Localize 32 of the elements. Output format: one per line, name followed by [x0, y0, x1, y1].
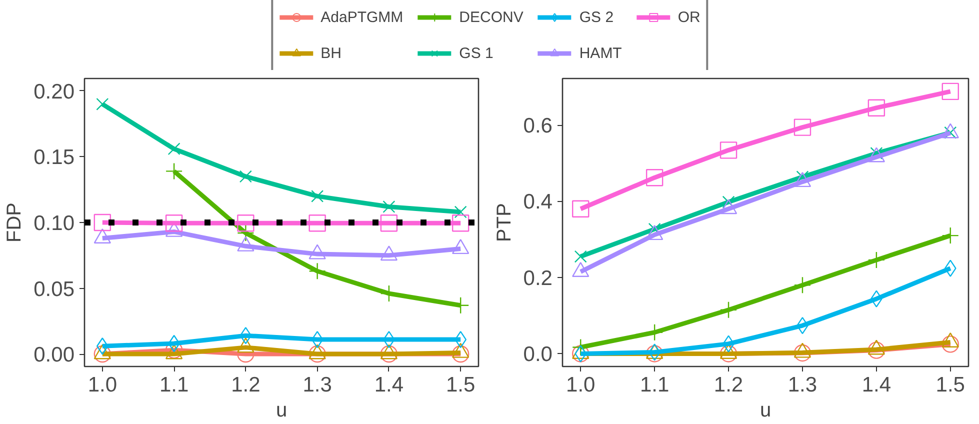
y-tick-label: 0.00	[34, 344, 75, 367]
legend-label: GS 1	[459, 44, 494, 64]
x-tick-label: 1.0	[88, 374, 118, 396]
x-axis-title: u	[276, 400, 288, 422]
x-tick-label: 1.0	[566, 374, 596, 396]
x-tick-label: 1.5	[446, 374, 476, 396]
x-tick-label: 1.4	[374, 374, 404, 396]
x-tick-label: 1.1	[640, 374, 670, 396]
y-tick-label: 0.10	[34, 212, 75, 235]
x-axis-title: u	[760, 400, 772, 422]
y-tick-label: 0.4	[523, 190, 553, 214]
y-tick-label: 0.0	[523, 343, 553, 366]
y-tick-label: 0.15	[34, 146, 75, 170]
x-tick-label: 1.2	[714, 374, 744, 396]
x-tick-label: 1.1	[159, 374, 189, 396]
legend-label: DECONV	[459, 8, 524, 28]
legend-label: OR	[678, 8, 700, 28]
legend-label: AdaPTGMM	[320, 8, 404, 28]
x-tick-label: 1.5	[936, 374, 965, 396]
x-tick-label: 1.3	[788, 374, 818, 396]
legend-label: GS 2	[579, 8, 614, 28]
y-tick-label: 0.2	[523, 266, 553, 290]
y-tick-label: 0.05	[34, 278, 75, 301]
x-tick-label: 1.4	[862, 374, 892, 396]
y-axis-title: PTP	[493, 203, 516, 242]
y-axis-title: FDP	[4, 202, 26, 242]
y-tick-label: 0.6	[523, 114, 553, 138]
legend-label: BH	[320, 44, 342, 64]
x-tick-label: 1.2	[231, 374, 260, 396]
x-tick-label: 1.3	[302, 374, 332, 396]
legend-label: HAMT	[579, 44, 622, 64]
y-tick-label: 0.20	[34, 80, 75, 104]
